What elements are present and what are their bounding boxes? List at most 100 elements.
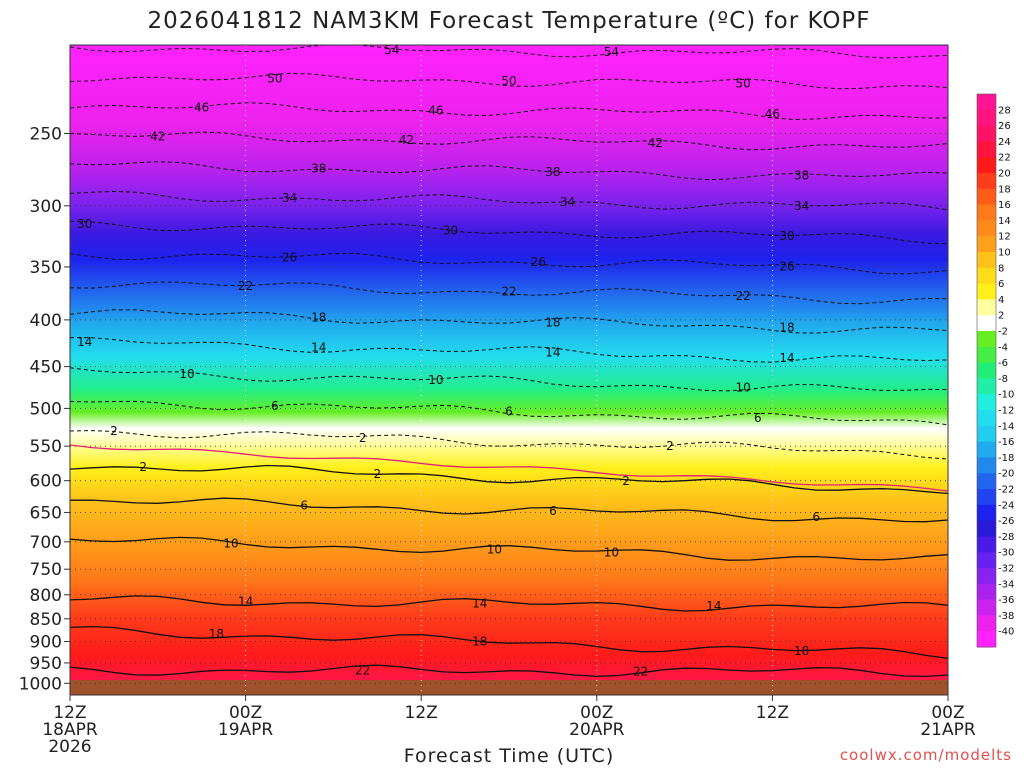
contour-label: 22 [501, 284, 516, 298]
colorbar-swatch [977, 583, 996, 601]
colorbar-frame [976, 93, 997, 648]
colorbar-label: -18 [998, 453, 1014, 464]
y-tick-label: 600 [30, 472, 62, 492]
contour-line [70, 536, 948, 561]
x-tick-label: 12Z [405, 703, 438, 723]
contour-label: 50 [267, 72, 282, 86]
contour-line [70, 664, 948, 678]
x-tick-label: 2026 [48, 737, 91, 757]
contour-label: 2 [373, 467, 381, 481]
contour-label: 10 [223, 537, 238, 551]
y-axis: 2503003504004505005506006507007508008509… [19, 124, 70, 694]
contour-label: 6 [812, 510, 820, 524]
contour-label: 18 [545, 315, 560, 329]
colorbar-swatch [977, 94, 996, 111]
colorbar-label: -20 [998, 469, 1014, 480]
contour-line [70, 464, 948, 495]
contour-label: 18 [794, 644, 809, 658]
colorbar-label: 2 [998, 311, 1004, 322]
time-gridlines [245, 45, 773, 695]
x-tick-label: 00Z [229, 703, 262, 723]
freezing-level-line [70, 444, 948, 492]
colorbar-label: 4 [998, 295, 1004, 306]
contour-label: 34 [794, 199, 809, 213]
x-tick-label: 21APR [920, 720, 976, 740]
colorbar-swatch [977, 552, 996, 569]
contour-label: 10 [604, 545, 619, 559]
y-tick-label: 500 [30, 399, 62, 419]
y-tick-label: 1000 [19, 674, 62, 694]
colorbar-swatch [977, 425, 996, 443]
colorbar-swatch [977, 157, 996, 174]
contour-label: 10 [428, 373, 443, 387]
colorbar-label: 24 [998, 137, 1011, 148]
contour-label: 18 [209, 627, 224, 641]
contour-label: 14 [472, 597, 487, 611]
colorbar-label: -40 [998, 627, 1014, 638]
colorbar-swatch [977, 141, 996, 158]
contour-label: 22 [633, 664, 648, 678]
contour-label: 46 [428, 103, 443, 117]
contour-label: 50 [501, 74, 516, 88]
colorbar-label: 18 [998, 184, 1011, 195]
colorbar-label: -28 [998, 532, 1014, 543]
contour-label: 46 [194, 100, 209, 114]
contour-line [70, 497, 948, 523]
contour-line [70, 595, 948, 612]
contour-lines: 54 54 50 50 50 46 46 46 42 42 42 38 38 38 34 34 34 30 30 30… [70, 43, 948, 678]
contour-label: 14 [706, 599, 721, 613]
colorbar-label: 8 [998, 263, 1004, 274]
contour-label: 10 [487, 543, 502, 557]
colorbar-swatch [977, 315, 996, 332]
y-tick-label: 400 [30, 311, 62, 331]
colorbar-swatch [977, 394, 996, 411]
contour-label: 30 [779, 229, 794, 243]
contour-label: 38 [794, 169, 809, 183]
colorbar-label: -30 [998, 548, 1014, 559]
y-tick-label: 450 [30, 358, 62, 378]
colorbar-label: 20 [998, 169, 1011, 180]
colorbar-swatch [977, 204, 996, 221]
contour-label: 14 [311, 340, 326, 354]
credit-text: coolwx.com/modelts [840, 746, 1012, 764]
colorbar-swatch [977, 252, 996, 269]
contour-label: 54 [384, 43, 399, 57]
contour-label: 2 [110, 424, 118, 438]
contour-label: 10 [735, 380, 750, 394]
contour-label: 6 [754, 411, 762, 425]
colorbar-swatch [977, 267, 996, 285]
colorbar-label: -4 [998, 342, 1008, 353]
colorbar-swatch [977, 109, 996, 127]
colorbar-label: -12 [998, 406, 1014, 417]
colorbar: 28 26 24 22 20 18 16 14 12 10 8 6 4 2 -2 -4 -6 -8 -10 -12 -1… [976, 93, 1014, 648]
colorbar-swatch [977, 362, 996, 379]
contour-label: 14 [77, 335, 92, 349]
contour-label: 46 [765, 107, 780, 121]
x-tick-label: 00Z [931, 703, 964, 723]
x-tick-label: 00Z [580, 703, 613, 723]
colorbar-label: -36 [998, 595, 1014, 606]
contour-label: 6 [271, 399, 279, 413]
contour-label: 26 [282, 250, 297, 264]
contour-label: 14 [779, 351, 794, 365]
colorbar-label: 26 [998, 121, 1011, 132]
colorbar-swatch [977, 473, 996, 490]
contour-label: 22 [238, 279, 253, 293]
colorbar-label: -8 [998, 374, 1008, 385]
contour-label: 42 [648, 136, 663, 150]
y-tick-label: 800 [30, 586, 62, 606]
colorbar-label: -32 [998, 564, 1014, 575]
colorbar-label: -22 [998, 485, 1014, 496]
colorbar-label: -16 [998, 437, 1014, 448]
contour-label: 2 [139, 460, 147, 474]
contour-label: 22 [355, 664, 370, 678]
colorbar-label: 14 [998, 216, 1011, 227]
contour-label: 18 [311, 310, 326, 324]
colorbar-label: -2 [998, 327, 1008, 338]
colorbar-label: 22 [998, 153, 1011, 164]
contour-label: 50 [735, 77, 750, 91]
contour-label: 22 [735, 289, 750, 303]
colorbar-swatch [977, 378, 996, 395]
